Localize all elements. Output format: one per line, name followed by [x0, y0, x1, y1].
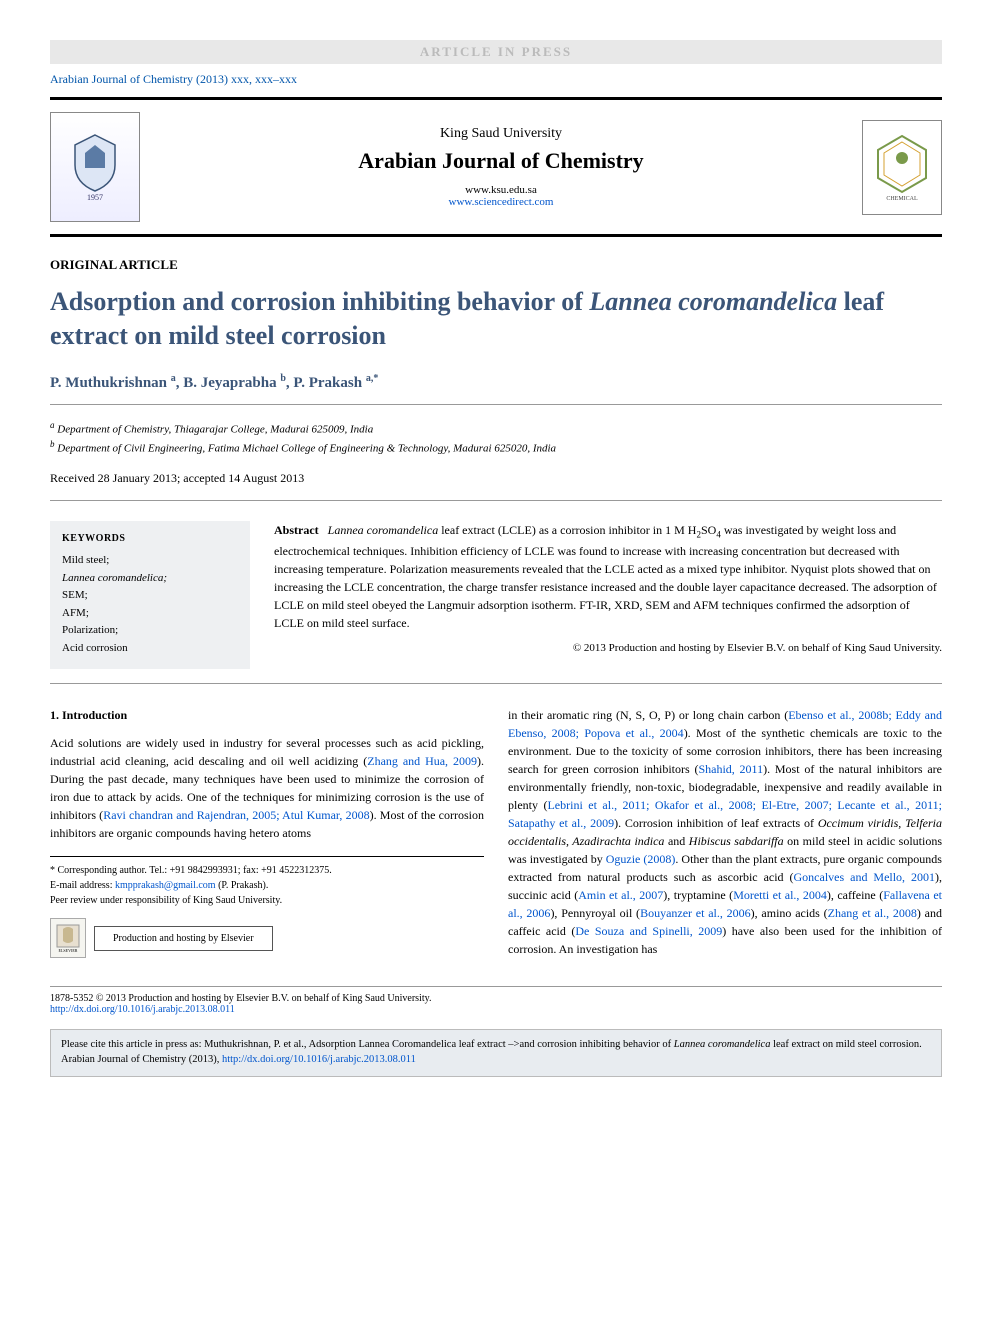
cite-doi[interactable]: http://dx.doi.org/10.1016/j.arabjc.2013.…: [222, 1054, 416, 1065]
svg-text:ELSEVIER: ELSEVIER: [59, 948, 78, 953]
corr-email-line: E-mail address: kmpprakash@gmail.com (P.…: [50, 878, 484, 893]
footer-issn: 1878-5352 © 2013 Production and hosting …: [50, 993, 942, 1004]
citation-link[interactable]: Zhang et al., 2008: [828, 906, 917, 920]
species-italic: Hibiscus sabdariffa: [689, 834, 784, 848]
corresponding-author-box: * Corresponding author. Tel.: +91 984299…: [50, 856, 484, 958]
footer: 1878-5352 © 2013 Production and hosting …: [50, 986, 942, 1015]
citation-link[interactable]: Oguzie (2008): [606, 852, 676, 866]
author-2: , B. Jeyaprabha: [176, 375, 281, 391]
author-3: , P. Prakash: [286, 375, 366, 391]
affiliations: a Department of Chemistry, Thiagarajar C…: [50, 419, 942, 457]
keyword-item: Mild steel;: [62, 552, 238, 570]
article-dates: Received 28 January 2013; accepted 14 Au…: [50, 471, 942, 501]
university-name: King Saud University: [140, 126, 862, 142]
abstract-body-2: was investigated by weight loss and elec…: [274, 523, 937, 630]
left-column: 1. Introduction Acid solutions are widel…: [50, 706, 484, 968]
affiliation-a: a Department of Chemistry, Thiagarajar C…: [50, 419, 942, 438]
author-3-sup: a,*: [366, 373, 379, 384]
intro-para-2: in their aromatic ring (N, S, O, P) or l…: [508, 706, 942, 958]
cite-text-1: Please cite this article in press as: Mu…: [61, 1039, 674, 1050]
abstract-section: KEYWORDS Mild steel; Lannea coromandelic…: [50, 521, 942, 685]
citation-link[interactable]: Goncalves and Mello, 2001: [794, 870, 936, 884]
citation-link[interactable]: Ravi chandran and Rajendran, 2005; Atul …: [103, 808, 369, 822]
citation-link[interactable]: De Souza and Spinelli, 2009: [575, 924, 722, 938]
url-ksu[interactable]: www.ksu.edu.sa: [140, 184, 862, 196]
citation-box: Please cite this article in press as: Mu…: [50, 1029, 942, 1076]
article-type: ORIGINAL ARTICLE: [50, 257, 942, 273]
header-center: King Saud University Arabian Journal of …: [140, 126, 862, 208]
journal-name: Arabian Journal of Chemistry: [140, 148, 862, 174]
peer-review: Peer review under responsibility of King…: [50, 893, 484, 908]
affiliation-b: b Department of Civil Engineering, Fatim…: [50, 438, 942, 457]
right-column: in their aromatic ring (N, S, O, P) or l…: [508, 706, 942, 968]
citation-link[interactable]: Amin et al., 2007: [578, 888, 663, 902]
keyword-item: SEM;: [62, 587, 238, 605]
title-part1: Adsorption and corrosion inhibiting beha…: [50, 287, 589, 316]
ksu-logo: 1957: [50, 112, 140, 222]
abstract-text: Abstract Lannea coromandelica leaf extra…: [274, 521, 942, 670]
journal-header: 1957 King Saud University Arabian Journa…: [50, 97, 942, 237]
elsevier-logo: ELSEVIER: [50, 918, 86, 958]
keyword-item: AFM;: [62, 605, 238, 623]
email-link[interactable]: kmpprakash@gmail.com: [115, 880, 216, 891]
journal-reference: Arabian Journal of Chemistry (2013) xxx,…: [50, 72, 942, 87]
page-container: ARTICLE IN PRESS Arabian Journal of Chem…: [0, 0, 992, 1117]
hosting-text: Production and hosting by Elsevier: [94, 926, 273, 951]
abstract-species: Lannea coromandelica: [328, 523, 439, 537]
keywords-heading: KEYWORDS: [62, 533, 238, 544]
abstract-body-1b: SO: [701, 523, 716, 537]
authors: P. Muthukrishnan a, B. Jeyaprabha b, P. …: [50, 373, 942, 405]
hosting-row: ELSEVIER Production and hosting by Elsev…: [50, 918, 484, 958]
keyword-item: Acid corrosion: [62, 640, 238, 658]
citation-link[interactable]: Bouyanzer et al., 2006: [640, 906, 751, 920]
journal-urls: www.ksu.edu.sa www.sciencedirect.com: [140, 184, 862, 208]
abstract-heading: Abstract: [274, 523, 319, 537]
cite-species: Lannea coromandelica: [674, 1039, 771, 1050]
article-title: Adsorption and corrosion inhibiting beha…: [50, 285, 942, 353]
article-in-press-banner: ARTICLE IN PRESS: [50, 40, 942, 64]
intro-heading: 1. Introduction: [50, 706, 484, 724]
svg-text:CHEMICAL: CHEMICAL: [886, 196, 918, 202]
intro-para-1: Acid solutions are widely used in indust…: [50, 734, 484, 842]
title-species: Lannea coromandelica: [589, 287, 837, 316]
ksu-logo-year: 1957: [87, 193, 103, 202]
url-sciencedirect[interactable]: www.sciencedirect.com: [140, 196, 862, 208]
keyword-item: Polarization;: [62, 622, 238, 640]
corr-tel: * Corresponding author. Tel.: +91 984299…: [50, 863, 484, 878]
author-1: P. Muthukrishnan: [50, 375, 171, 391]
citation-link[interactable]: Shahid, 2011: [698, 762, 763, 776]
abstract-copyright: © 2013 Production and hosting by Elsevie…: [274, 640, 942, 657]
abstract-body-1: leaf extract (LCLE) as a corrosion inhib…: [438, 523, 696, 537]
citation-link[interactable]: Moretti et al., 2004: [733, 888, 827, 902]
body-columns: 1. Introduction Acid solutions are widel…: [50, 706, 942, 968]
society-logo: CHEMICAL: [862, 120, 942, 215]
keyword-item: Lannea coromandelica;: [62, 570, 238, 588]
footer-doi[interactable]: http://dx.doi.org/10.1016/j.arabjc.2013.…: [50, 1004, 942, 1015]
citation-link[interactable]: Zhang and Hua, 2009: [367, 754, 477, 768]
keywords-box: KEYWORDS Mild steel; Lannea coromandelic…: [50, 521, 250, 670]
